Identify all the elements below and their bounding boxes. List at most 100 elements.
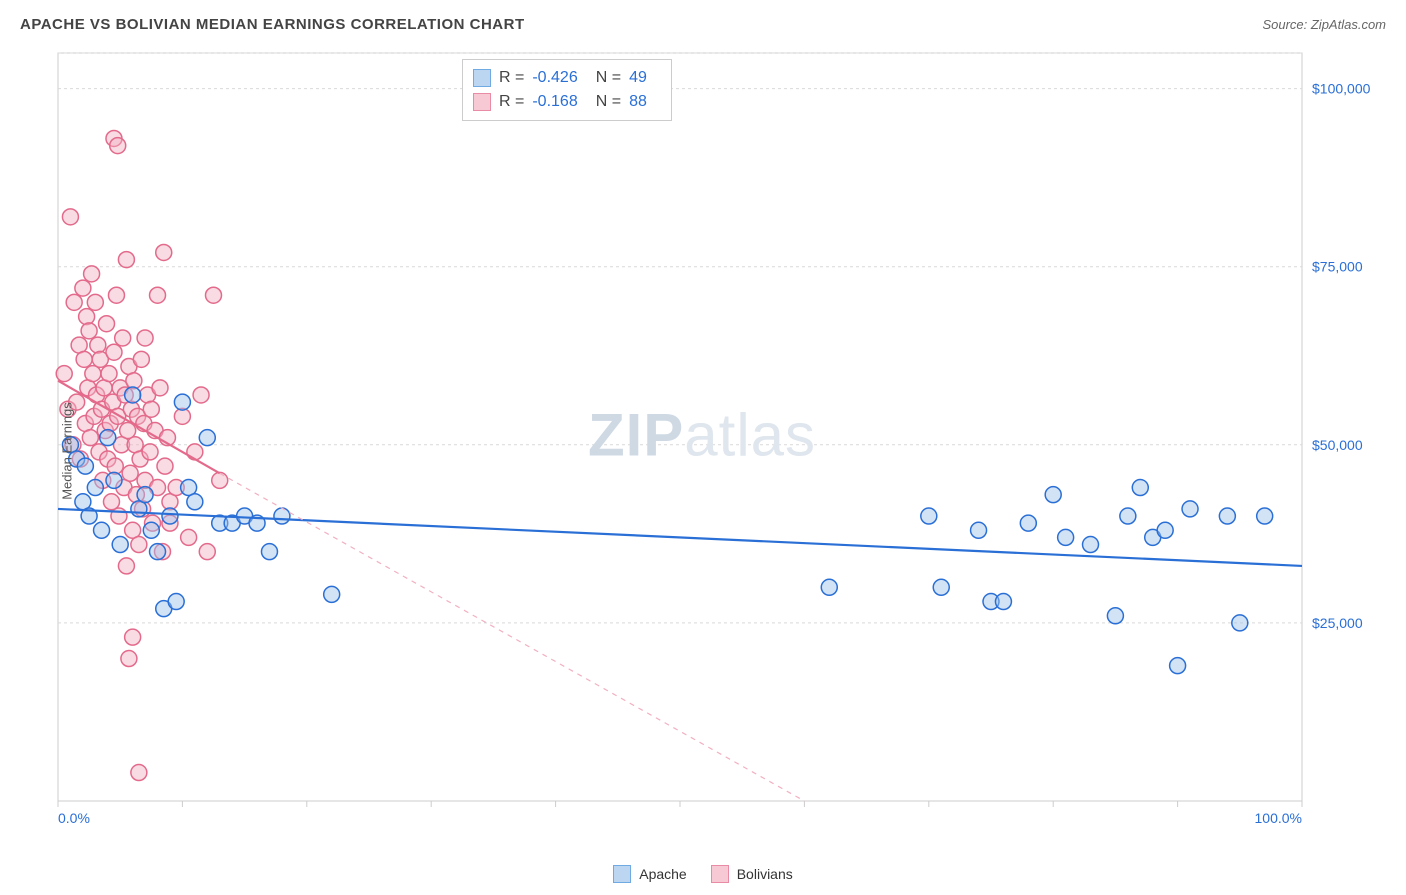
n-value: 49 [629,66,647,90]
y-axis-label: Median Earnings [59,402,74,500]
bolivians-point [66,294,82,310]
stats-row: R = -0.168N =88 [473,90,657,114]
legend-label: Bolivians [737,866,793,882]
apache-point [274,508,290,524]
n-value: 88 [629,90,647,114]
apache-point [77,458,93,474]
y-tick-label: $100,000 [1312,81,1371,97]
apache-point [1107,608,1123,624]
r-value: -0.168 [532,90,577,114]
apache-point [143,522,159,538]
x-max-label: 100.0% [1255,810,1302,826]
apache-point [995,594,1011,610]
legend-label: Apache [639,866,686,882]
apache-point [87,480,103,496]
bolivians-point [108,287,124,303]
r-value: -0.426 [532,66,577,90]
legend-swatch [711,865,729,883]
r-label: R = [499,90,524,114]
apache-point [162,508,178,524]
bolivians-point [193,387,209,403]
bolivians-point [118,252,134,268]
bolivians-point [56,366,72,382]
bolivians-point [99,316,115,332]
y-tick-label: $25,000 [1312,615,1363,631]
apache-point [324,586,340,602]
bolivians-point [84,266,100,282]
y-tick-label: $75,000 [1312,259,1363,275]
bolivians-point [118,558,134,574]
bolivians-point [131,537,147,553]
apache-point [174,394,190,410]
apache-point [1232,615,1248,631]
chart-container: Median Earnings ZIPatlas $25,000$50,000$… [12,41,1392,861]
apache-point [1120,508,1136,524]
apache-point [1083,537,1099,553]
apache-point [106,472,122,488]
bolivians-point [137,330,153,346]
bolivians-point [133,351,149,367]
bolivians-point [76,351,92,367]
apache-point [125,387,141,403]
bolivians-point [212,472,228,488]
bolivians-point [152,380,168,396]
legend-swatch [613,865,631,883]
y-tick-label: $50,000 [1312,437,1363,453]
bolivians-point [131,765,147,781]
apache-point [100,430,116,446]
stats-box: R = -0.426 N = 49R = -0.168N =88 [462,59,672,121]
chart-title: APACHE VS BOLIVIAN MEDIAN EARNINGS CORRE… [20,16,525,33]
apache-point [971,522,987,538]
bolivians-point [142,444,158,460]
bottom-legend: Apache Bolivians [12,865,1394,883]
apache-point [150,544,166,560]
apache-point [921,508,937,524]
bolivians-point [199,544,215,560]
apache-point [112,537,128,553]
apache-point [261,544,277,560]
x-min-label: 0.0% [58,810,90,826]
bolivians-point [90,337,106,353]
bolivians-point [125,629,141,645]
apache-point [187,494,203,510]
apache-point [1219,508,1235,524]
bolivians-point [75,280,91,296]
bolivians-point [82,430,98,446]
bolivians-point [206,287,222,303]
legend-swatch [473,93,491,111]
apache-point [821,579,837,595]
n-label: N = [596,66,621,90]
bolivians-point [62,209,78,225]
legend-swatch [473,69,491,87]
bolivians-point [85,366,101,382]
bolivians-point [87,294,103,310]
apache-point [1170,658,1186,674]
bolivians-point [79,309,95,325]
bolivians-point [187,444,203,460]
legend-item: Bolivians [711,865,793,883]
bolivians-point [106,344,122,360]
apache-point [199,430,215,446]
apache-point [1182,501,1198,517]
bolivians-point [101,366,117,382]
stats-row: R = -0.426 N = 49 [473,66,657,90]
apache-point [1058,529,1074,545]
apache-point [168,594,184,610]
apache-point [1020,515,1036,531]
bolivians-point [121,651,137,667]
bolivians-point [81,323,97,339]
apache-point [1045,487,1061,503]
bolivians-point [122,465,138,481]
r-label: R = [499,66,524,90]
apache-point [94,522,110,538]
chart-svg: $25,000 $50,000 $75,000 $100,000 0.0% 100.0% [12,41,1392,831]
bolivians-point [110,138,126,154]
apache-point [1257,508,1273,524]
apache-point [1132,480,1148,496]
bolivians-point [150,287,166,303]
legend-item: Apache [613,865,686,883]
bolivians-point [115,330,131,346]
apache-point [933,579,949,595]
bolivians-point [181,529,197,545]
apache-point [137,487,153,503]
